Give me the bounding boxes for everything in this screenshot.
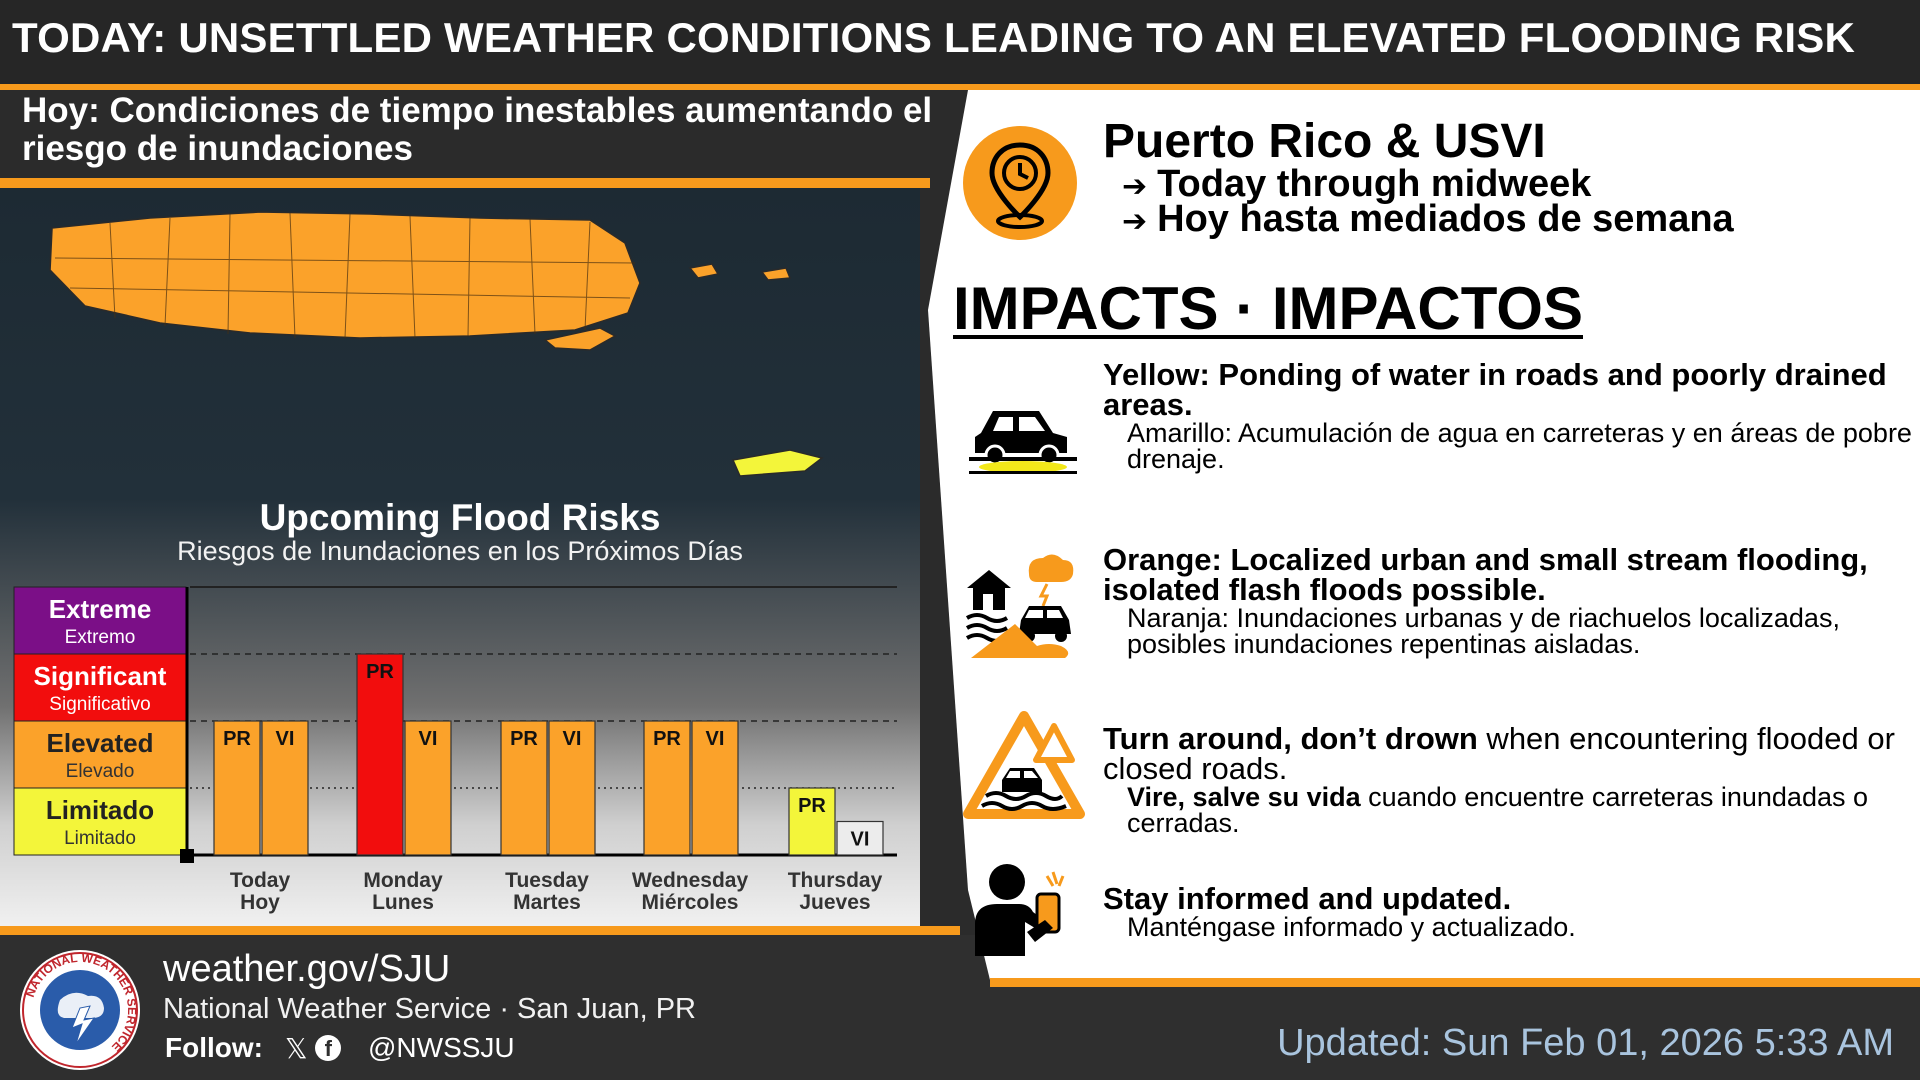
- chart-subtitle: Riesgos de Inundaciones en los Próximos …: [177, 536, 743, 566]
- impact-stay-informed-es: Manténgase informado y actualizado.: [1127, 912, 1576, 942]
- page-title: TODAY: UNSETTLED WEATHER CONDITIONS LEAD…: [12, 14, 1855, 61]
- social-handle[interactable]: @NWSSJU: [368, 1032, 515, 1063]
- period-spanish: ➔ Hoy hasta mediados de semana: [1122, 198, 1734, 241]
- x-tick-en-wednesday: Wednesday: [632, 869, 749, 892]
- turn-around-bold: Turn around, don’t drown: [1103, 721, 1478, 756]
- updated-timestamp: Updated: Sun Feb 01, 2026 5:33 AM: [1277, 1022, 1894, 1064]
- impact-orange: Orange: Localized urban and small stream…: [1103, 542, 1913, 659]
- legend-label-en-1: Limitado: [46, 795, 154, 825]
- st-thomas-shape: [760, 267, 792, 281]
- bar-vi-wednesday: [691, 720, 739, 856]
- vire-rest: cuando encuentre carreteras inundadas o …: [1127, 782, 1869, 838]
- legend-label-en-3: Significant: [34, 661, 167, 691]
- footer-divider: [0, 926, 960, 935]
- impact-stay-informed: Stay informed and updated. Manténgase in…: [1103, 881, 1913, 942]
- turn-around-rest: when encountering flooded or closed road…: [1103, 721, 1895, 786]
- bar-vi-today: [261, 720, 309, 856]
- legend-label-es-4: Extremo: [65, 627, 136, 648]
- bar-label-vi-thursday: VI: [851, 829, 870, 851]
- car-ponding-icon: [969, 411, 1077, 474]
- bar-label-vi-today: VI: [276, 728, 295, 750]
- left-divider: [0, 178, 930, 188]
- person-phone-icon: [975, 864, 1065, 956]
- st-croix-shape: [731, 449, 824, 477]
- flood-risk-map: [49, 211, 824, 477]
- legend-level-1: [13, 787, 187, 856]
- impact-orange-en: Orange: Localized urban and small stream…: [1103, 542, 1868, 607]
- bar-label-pr-tuesday: PR: [510, 728, 538, 750]
- legend-label-en-4: Extreme: [49, 594, 152, 624]
- legend-label-en-2: Elevated: [47, 728, 154, 758]
- bar-label-pr-thursday: PR: [798, 795, 826, 817]
- culebra-shape: [688, 263, 720, 279]
- legend-label-es-3: Significativo: [49, 694, 150, 715]
- x-tick-en-today: Today: [230, 869, 291, 892]
- bar-label-vi-monday: VI: [419, 728, 438, 750]
- office-name: National Weather Service · San Juan, PR: [163, 993, 697, 1025]
- impact-stay-informed-en: Stay informed and updated.: [1103, 881, 1512, 916]
- bar-pr-tuesday: [500, 720, 548, 856]
- bar-label-pr-monday: PR: [366, 661, 394, 683]
- impacts-panel: [928, 90, 1920, 980]
- bar-pr-wednesday: [643, 720, 691, 856]
- facebook-icon[interactable]: f: [315, 1035, 342, 1061]
- legend-label-es-1: Limitado: [64, 828, 136, 849]
- header-divider: [0, 84, 1920, 90]
- impact-yellow-es: Amarillo: Acumulación de agua en carrete…: [1127, 418, 1912, 474]
- period-spanish-text: Hoy hasta mediados de semana: [1157, 198, 1734, 240]
- clock-location-icon: [963, 126, 1077, 240]
- urban-flood-icon: [965, 554, 1074, 658]
- impact-turn-around-es: Vire, salve su vida cuando encuentre car…: [1103, 782, 1913, 838]
- x-icon[interactable]: 𝕏: [285, 1033, 308, 1064]
- chart-title: Upcoming Flood Risks: [259, 497, 661, 538]
- vieques-shape: [543, 327, 617, 351]
- bar-vi-thursday: [836, 820, 884, 856]
- x-tick-es-thursday: Jueves: [799, 891, 870, 914]
- period-english: ➔ Today through midweek: [1122, 163, 1591, 206]
- x-tick-en-monday: Monday: [363, 869, 443, 892]
- subtitle-spanish: Hoy: Condiciones de tiempo inestables au…: [22, 91, 933, 168]
- x-tick-es-monday: Lunes: [372, 891, 434, 914]
- impact-orange-es: Naranja: Inundaciones urbanas y de riach…: [1127, 603, 1840, 659]
- bar-vi-monday: [404, 720, 452, 856]
- impacts-heading: IMPACTS · IMPACTOS: [953, 275, 1583, 342]
- x-tick-es-today: Hoy: [240, 891, 280, 914]
- x-tick-en-tuesday: Tuesday: [505, 869, 589, 892]
- vire-bold: Vire, salve su vida: [1127, 782, 1361, 812]
- follow-label: Follow:: [165, 1032, 263, 1063]
- x-tick-es-wednesday: Miércoles: [642, 891, 739, 914]
- x-tick-en-thursday: Thursday: [788, 869, 883, 892]
- bar-label-vi-tuesday: VI: [563, 728, 582, 750]
- bar-vi-tuesday: [548, 720, 596, 856]
- arrow-right-icon: ➔: [1122, 205, 1148, 238]
- arrow-right-icon: ➔: [1122, 170, 1148, 203]
- puerto-rico-shape: [49, 211, 641, 339]
- period-english-text: Today through midweek: [1157, 163, 1592, 205]
- bar-pr-today: [213, 720, 261, 856]
- bar-label-pr-today: PR: [223, 728, 251, 750]
- axis-origin: [180, 849, 194, 863]
- website-link[interactable]: weather.gov/SJU: [163, 948, 451, 990]
- flood-risk-chart: Limitado Limitado Elevated Elevado Significa…: [13, 586, 897, 914]
- bar-pr-monday: [356, 653, 404, 856]
- bar-label-vi-wednesday: VI: [706, 728, 725, 750]
- header-bar: TODAY: UNSETTLED WEATHER CONDITIONS LEAD…: [0, 0, 1920, 88]
- impact-yellow-en: Yellow: Ponding of water in roads and po…: [1103, 357, 1887, 422]
- impact-turn-around-en: Turn around, don’t drown when encounteri…: [1103, 721, 1913, 786]
- x-tick-es-tuesday: Martes: [513, 891, 581, 914]
- region-title: Puerto Rico & USVI: [1103, 115, 1546, 168]
- impact-yellow: Yellow: Ponding of water in roads and po…: [1103, 357, 1913, 474]
- nws-logo: NATIONAL WEATHER SERVICE: [20, 950, 140, 1070]
- bar-label-pr-wednesday: PR: [653, 728, 681, 750]
- impact-turn-around: Turn around, don’t drown when encounteri…: [1103, 721, 1913, 838]
- right-divider: [990, 978, 1920, 987]
- flooded-road-warning-icon: [963, 711, 1085, 819]
- social-icons: 𝕏 f: [285, 1032, 342, 1065]
- bar-pr-thursday: [788, 787, 836, 856]
- legend-label-es-2: Elevado: [66, 761, 135, 782]
